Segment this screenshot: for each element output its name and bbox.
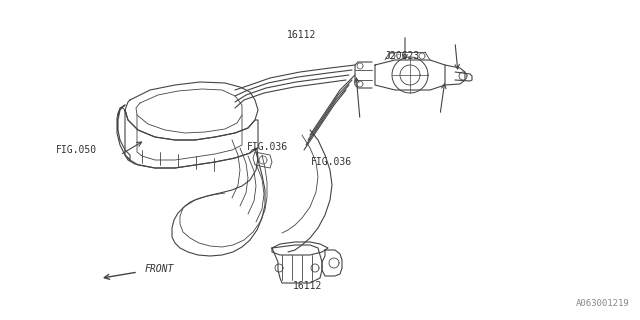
Text: A063001219: A063001219 (576, 299, 630, 308)
Text: 16112: 16112 (287, 30, 316, 40)
Text: J20623: J20623 (384, 51, 419, 61)
Text: FIG.036: FIG.036 (246, 142, 287, 152)
Text: 16112: 16112 (293, 281, 323, 292)
Text: FIG.050: FIG.050 (56, 145, 97, 156)
Text: FIG.036: FIG.036 (310, 156, 351, 167)
Text: FRONT: FRONT (145, 264, 174, 274)
